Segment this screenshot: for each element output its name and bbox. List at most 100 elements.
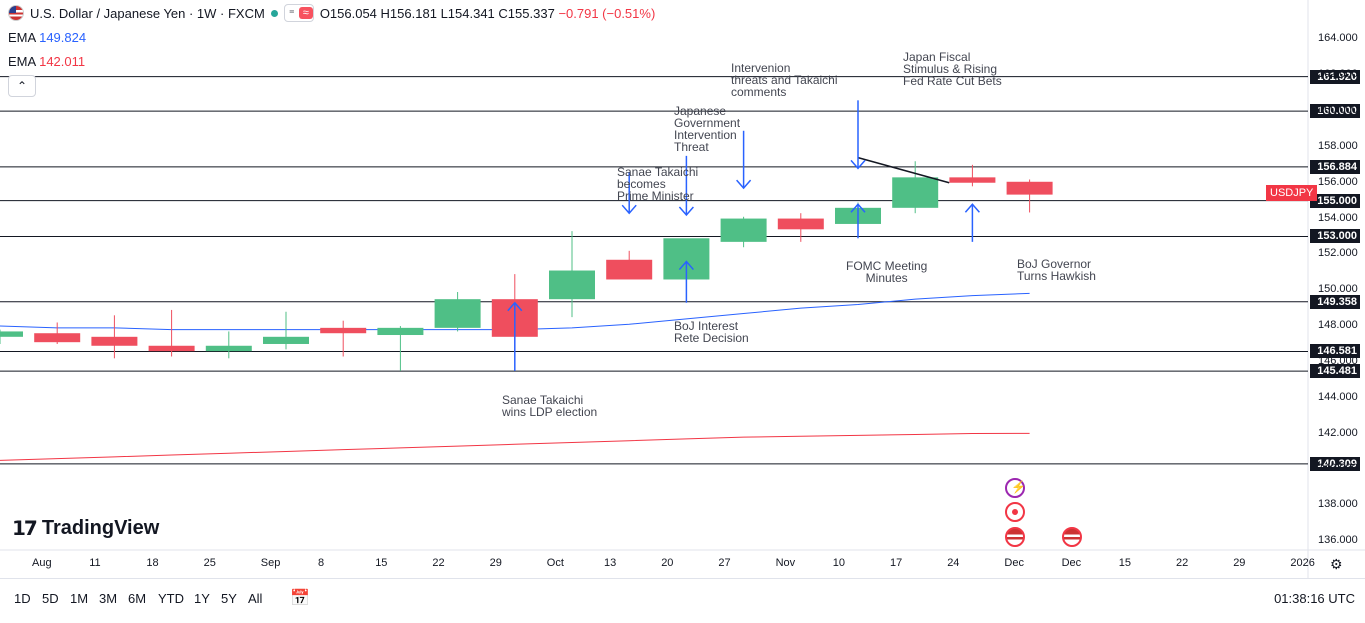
price-tick-label: 148.000: [1318, 319, 1358, 332]
price-tick-label: 164.000: [1318, 32, 1358, 45]
annotation-label: Japan Fiscal Stimulus & Rising Fed Rate …: [903, 50, 1002, 88]
range-button-1m[interactable]: 1M: [70, 591, 89, 606]
ohlc-low: L154.341: [440, 5, 495, 21]
ohlc-high: H156.181: [380, 5, 437, 21]
time-tick-label: 10: [832, 557, 846, 569]
ema-fast-label: EMA: [8, 30, 36, 45]
annotation-label: Intervenion threats and Takaichi comment…: [731, 61, 838, 99]
price-tick-label: 154.000: [1318, 211, 1358, 224]
price-tick-label: 140.000: [1318, 462, 1358, 475]
candle-mode-icon[interactable]: ⁼: [288, 7, 295, 20]
time-tick-label: 15: [375, 557, 388, 569]
ohlc-change: −0.791 (−0.51%): [558, 5, 656, 21]
chart-mode-toggle[interactable]: ⁼ ≈: [283, 4, 314, 22]
record-icon[interactable]: [1005, 502, 1025, 522]
time-tick-label: 15: [1118, 557, 1132, 569]
range-button-3m[interactable]: 3M: [99, 591, 118, 606]
candle-body: [720, 218, 767, 242]
annotation-arrow-head: [678, 206, 694, 217]
candle-body: [148, 345, 195, 352]
annotation-arrow-head: [678, 260, 694, 271]
calendar-range-icon[interactable]: 📅: [290, 590, 310, 607]
annotation-label: Sanae Takaichi wins LDP election: [502, 393, 598, 419]
annotation-label: Sanae Takaichi becomes Prime Minister: [617, 165, 699, 203]
time-tick-label: 8: [318, 557, 325, 569]
level-price-tag: 149.358: [1310, 294, 1360, 309]
time-tick-label: 2026: [1290, 557, 1315, 569]
level-price-tag: 145.481: [1310, 364, 1360, 379]
price-tick-label: 158.000: [1318, 139, 1358, 152]
price-tick-label: 146.000: [1318, 354, 1358, 367]
annotation-arrow-head: [850, 203, 866, 213]
level-price-tag: 160.000: [1310, 104, 1360, 119]
bottom-toolbar: 1D 5D 1M 3M 6M YTD 1Y 5Y All 📅 01:38:16 UTC: [0, 578, 1365, 623]
trend-line: [857, 156, 950, 184]
candle-body: [549, 270, 595, 300]
chart-area[interactable]: [0, 0, 1365, 578]
time-tick-label: Oct: [546, 557, 564, 569]
level-price-tag: 153.000: [1310, 229, 1360, 244]
candle-body: [1006, 181, 1053, 195]
candle-body: [0, 331, 23, 337]
time-tick-label: 22: [1176, 557, 1189, 569]
us-flag-icon[interactable]: [1005, 527, 1025, 547]
symbol-legend: U.S. Dollar / Japanese Yen · 1W · FXCM ⁼…: [8, 4, 655, 22]
time-tick-label: 24: [947, 557, 960, 569]
utc-clock[interactable]: 01:38:16 UTC: [1274, 591, 1355, 606]
range-button-all[interactable]: All: [248, 591, 263, 606]
range-button-6m[interactable]: 6M: [128, 591, 147, 606]
wave-mode-icon[interactable]: ≈: [298, 7, 313, 19]
ema-fast-value: 149.824: [39, 30, 87, 45]
price-tick-label: 162.000: [1318, 68, 1358, 81]
symbol-title[interactable]: U.S. Dollar / Japanese Yen · 1W · FXCM: [30, 5, 265, 21]
time-tick-label: Dec: [1004, 557, 1024, 569]
symbol-price-tag: USDJPY: [1266, 185, 1318, 201]
tradingview-logo[interactable]: 𝟭𝟳 TradingView: [12, 516, 159, 541]
range-button-ytd[interactable]: YTD: [158, 591, 184, 606]
ohlc-close: C155.337: [498, 5, 555, 21]
price-tick-label: 156.000: [1318, 175, 1358, 188]
gear-icon[interactable]: ⚙: [1330, 556, 1343, 572]
annotation-label: BoJ Interest Rete Decision: [674, 319, 749, 345]
time-tick-label: 17: [890, 557, 903, 569]
tv-logo-icon: 𝟭𝟳: [12, 518, 38, 540]
collapse-legend-button[interactable]: ⌃: [8, 75, 36, 97]
price-tick-label: 150.000: [1318, 283, 1358, 296]
candle-body: [205, 345, 252, 352]
range-button-1d[interactable]: 1D: [14, 591, 31, 606]
annotation-arrow-head: [850, 159, 866, 170]
candle-body: [434, 299, 481, 328]
level-price-tag: 140.309: [1310, 456, 1360, 471]
annotation-label: BoJ Governor Turns Hawkish: [1017, 257, 1096, 283]
time-tick-label: 20: [661, 557, 674, 569]
candle-body: [320, 327, 367, 334]
annotation-arrow-head: [507, 301, 523, 312]
time-tick-label: 27: [718, 557, 731, 569]
time-tick-label: 25: [203, 557, 216, 569]
price-tick-label: 152.000: [1318, 247, 1358, 260]
price-tick-label: 138.000: [1318, 498, 1358, 511]
ema-slow-value: 142.011: [39, 54, 86, 69]
lightning-icon[interactable]: ⚡: [1005, 478, 1026, 498]
annotation-label: Japanese Government Intervention Threat: [674, 104, 741, 154]
us-flag-icon[interactable]: [1062, 527, 1082, 547]
range-button-1y[interactable]: 1Y: [194, 591, 210, 606]
logo-text: TradingView: [41, 517, 160, 539]
range-button-5d[interactable]: 5D: [42, 591, 59, 606]
level-price-tag: 155.000: [1310, 193, 1360, 208]
ema-slow-legend[interactable]: EMA 142.011: [8, 54, 85, 69]
candle-body: [377, 327, 424, 336]
annotation-arrow-head: [736, 179, 752, 190]
price-tick-label: 142.000: [1318, 426, 1358, 439]
candle-body: [892, 177, 939, 208]
time-tick-label: Sep: [260, 557, 281, 569]
candle-body: [777, 218, 824, 230]
market-status-icon: [270, 9, 278, 17]
ema-fast-legend[interactable]: EMA 149.824: [8, 30, 86, 45]
time-tick-label: 29: [489, 557, 502, 569]
time-tick-label: Dec: [1061, 557, 1082, 569]
range-button-5y[interactable]: 5Y: [221, 591, 237, 606]
chart-canvas[interactable]: [0, 0, 1365, 578]
time-tick-label: Aug: [32, 557, 52, 569]
ohlc-open: O156.054: [319, 5, 377, 21]
